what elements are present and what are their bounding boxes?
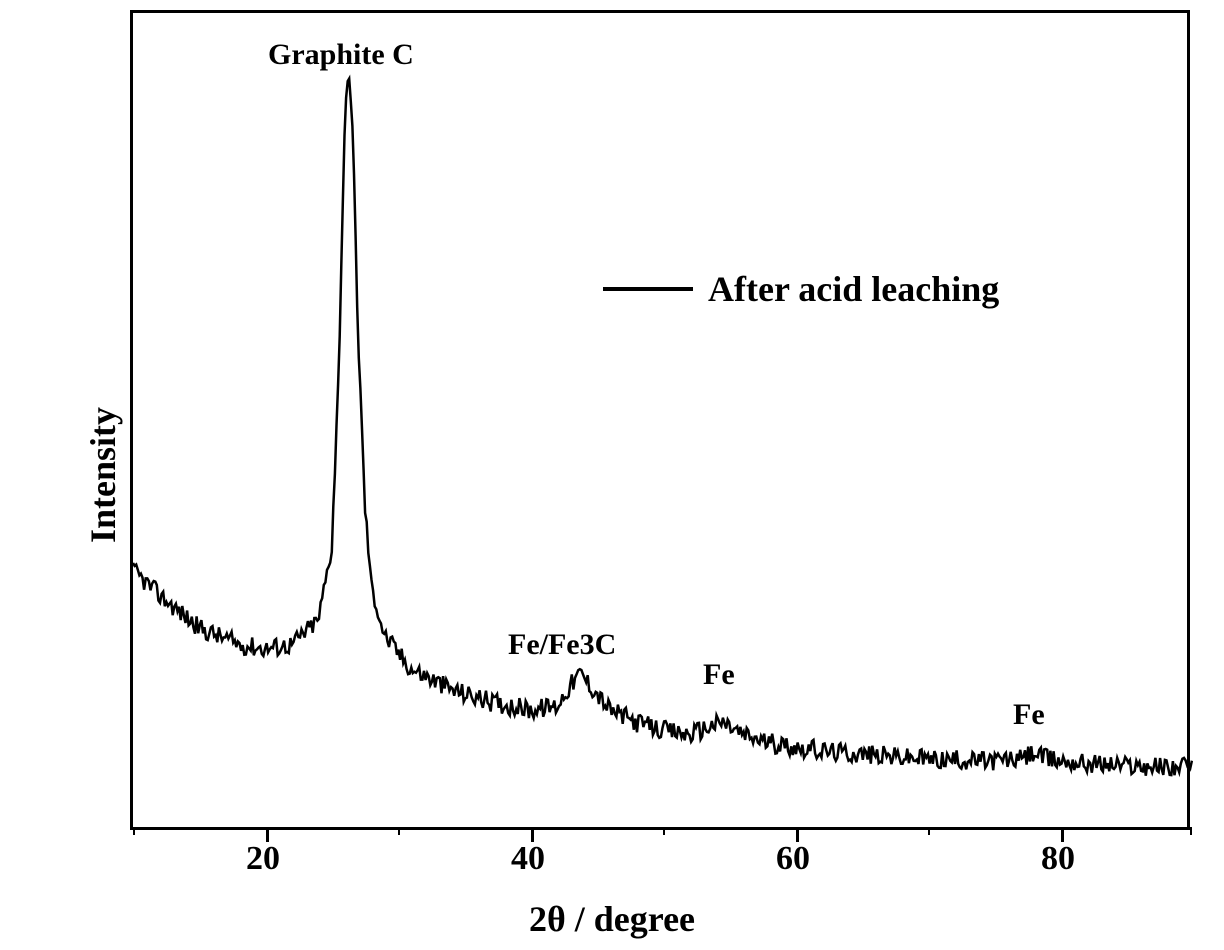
- x-tick-label-40: 40: [511, 840, 545, 878]
- legend: After acid leaching: [603, 268, 999, 310]
- peak-label-fe-2: Fe: [1013, 698, 1045, 732]
- x-axis-label: 2θ / degree: [529, 898, 695, 940]
- peak-label-fe-1: Fe: [703, 658, 735, 692]
- xrd-chart: Graphite C Fe/Fe3C Fe Fe After acid leac…: [130, 10, 1190, 830]
- peak-label-fe-fe3c: Fe/Fe3C: [508, 628, 616, 662]
- plot-area: Graphite C Fe/Fe3C Fe Fe After acid leac…: [130, 10, 1190, 830]
- x-tick-minor-10: [133, 827, 135, 835]
- peak-label-graphite: Graphite C: [268, 38, 414, 72]
- x-tick-label-20: 20: [246, 840, 280, 878]
- legend-text: After acid leaching: [708, 268, 999, 310]
- x-tick-minor-50: [663, 827, 665, 835]
- x-tick-label-60: 60: [776, 840, 810, 878]
- y-axis-label: Intensity: [82, 407, 124, 543]
- x-tick-label-80: 80: [1041, 840, 1075, 878]
- x-tick-minor-90: [1190, 827, 1192, 835]
- legend-line: [603, 287, 693, 291]
- x-tick-minor-70: [928, 827, 930, 835]
- x-tick-minor-30: [398, 827, 400, 835]
